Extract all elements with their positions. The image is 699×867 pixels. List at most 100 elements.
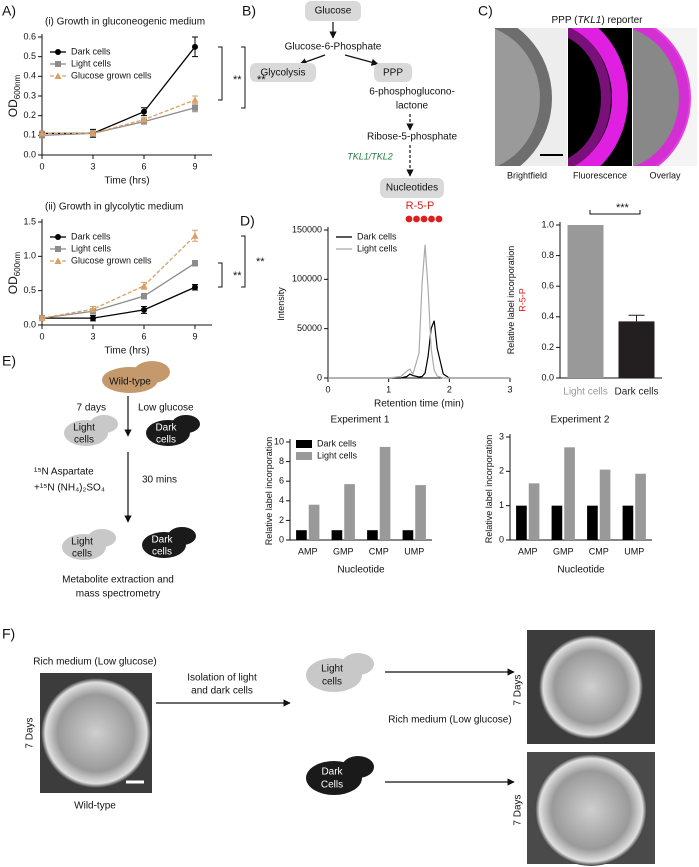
chart: 0 1 2 3 Experiment 2 Nucleotide Relative label…: [484, 415, 652, 576]
y-tick-label: 0.8: [541, 250, 554, 260]
label-atom: [420, 215, 428, 223]
x-tick-label: AMP: [518, 546, 538, 556]
x-tick-label: AMP: [298, 546, 318, 556]
step-label: Isolation of light: [187, 673, 257, 684]
title-part: PPP (: [552, 15, 579, 26]
data-point: [192, 104, 198, 111]
bar: [618, 321, 655, 378]
node-label: Light: [73, 423, 95, 434]
y-tick-label: 8: [279, 456, 284, 466]
data-point: [38, 129, 46, 137]
series-line: [41, 107, 196, 136]
data-point: [89, 129, 97, 137]
colony: [41, 678, 151, 788]
x-tick-label: 1: [386, 384, 391, 394]
chart: 0.0 0.5 1.0 1.5 0 3 6 9 (ii) Growth in glycolyti…: [6, 202, 265, 357]
legend-label: Light cells: [357, 243, 398, 253]
node-box: [380, 178, 444, 198]
x-axis-label: Retention time (min): [374, 399, 464, 410]
y-axis-label: OD600nm: [6, 74, 22, 117]
y-tick-label: 0.2: [541, 342, 554, 352]
brightfield-image: [495, 28, 567, 166]
chart: 0.0 0.2 0.4 0.6 0.8 1.0 Relative label incorpo…: [506, 202, 662, 398]
bar: [567, 225, 604, 378]
panel-label: E): [2, 353, 16, 369]
bar: [379, 446, 391, 540]
legend-marker: [54, 72, 62, 79]
charts: 0.0 0.1 0.2 0.3 0.4 0.5 0.6 0 3 6 9 (i) Growth in g…: [6, 17, 662, 576]
step-label: Metabolite extraction and: [62, 575, 174, 586]
node-label: Dark: [321, 767, 343, 778]
node-label: Glucose-6-Phosphate: [285, 42, 382, 53]
y-tick-label: 1: [499, 500, 504, 510]
node-label: Light: [71, 537, 93, 548]
legend-label: Dark cells: [71, 46, 111, 56]
x-tick-label: 9: [192, 161, 197, 171]
legend-marker: [54, 257, 62, 264]
condition-label: Rich medium (Low glucose): [388, 715, 511, 726]
bar: [344, 484, 355, 540]
bar: [308, 504, 320, 540]
bar: [564, 447, 575, 540]
significance-bracket: [241, 235, 246, 288]
node-box: [374, 63, 412, 82]
series-line: [42, 99, 196, 135]
y-tick-label: 2: [499, 466, 504, 476]
x-tick-label: GMP: [333, 546, 354, 556]
legend-label: Glucose grown cells: [71, 255, 152, 265]
enzyme-label: TKL1/TKL2: [347, 151, 393, 161]
chart-title: (ii) Growth in glycolytic medium: [45, 202, 183, 213]
x-tick-label: UMP: [404, 546, 424, 556]
legend-marker: [55, 246, 61, 252]
significance-bracket: [218, 262, 223, 288]
x-tick-label: GMP: [553, 546, 574, 556]
data-point: [141, 306, 147, 313]
node-label: Cells: [321, 780, 343, 791]
image-label: Overlay: [649, 170, 681, 180]
arrow: [344, 54, 379, 66]
node-label: Nucleotides: [386, 183, 438, 194]
y-tick-label: 0.3: [23, 90, 36, 100]
y-tick-label: 0.5: [23, 51, 36, 61]
time-label: 7 Days: [25, 717, 36, 748]
data-point: [191, 96, 199, 103]
significance-bracket: [589, 210, 641, 215]
title-part: ) reporter: [601, 15, 643, 26]
node-label: Light: [321, 664, 343, 675]
bar: [587, 505, 598, 540]
node-label: Glycolysis: [260, 68, 305, 79]
bar: [331, 530, 343, 540]
legend-label: Light cells: [71, 58, 112, 68]
x-tick-label: Dark cells: [615, 387, 659, 398]
node-label: lactone: [396, 101, 429, 112]
bar: [296, 530, 307, 540]
fluorescence-image: [568, 28, 632, 166]
data-point: [192, 43, 198, 50]
y-axis-label-sub: 600nm: [13, 74, 22, 99]
y-tick-label: 1.5: [23, 216, 36, 226]
y-axis-label: OD600nm: [6, 251, 22, 294]
data-point: [140, 282, 148, 289]
bar: [415, 485, 426, 540]
annotation: R-5-P: [406, 200, 435, 212]
panel-label: F): [2, 626, 15, 642]
y-tick-label: 10: [274, 436, 284, 446]
image-label: Fluorescence: [573, 170, 627, 180]
annotation: **: [233, 74, 242, 86]
y-axis-label: Relative label incorporation: [264, 437, 274, 546]
panel-label: D): [240, 213, 255, 229]
y-tick-label: 0: [499, 534, 504, 544]
x-axis-label: Nucleotide: [337, 565, 385, 576]
strain-label: Wild-type: [74, 801, 116, 812]
y-tick-label: 0.2: [23, 110, 36, 120]
node-box: [250, 63, 316, 82]
bar: [622, 505, 634, 540]
step-label: ¹⁵N Aspartate: [34, 467, 94, 478]
y-tick-label: 0.1: [23, 130, 36, 140]
time-label: 7 Days: [513, 674, 524, 705]
label-atom: [435, 215, 443, 223]
legend-label: Glucose grown cells: [71, 70, 152, 80]
significance-bracket: [218, 46, 223, 101]
x-tick-label: 0: [39, 161, 44, 171]
label-atom: [405, 215, 413, 223]
